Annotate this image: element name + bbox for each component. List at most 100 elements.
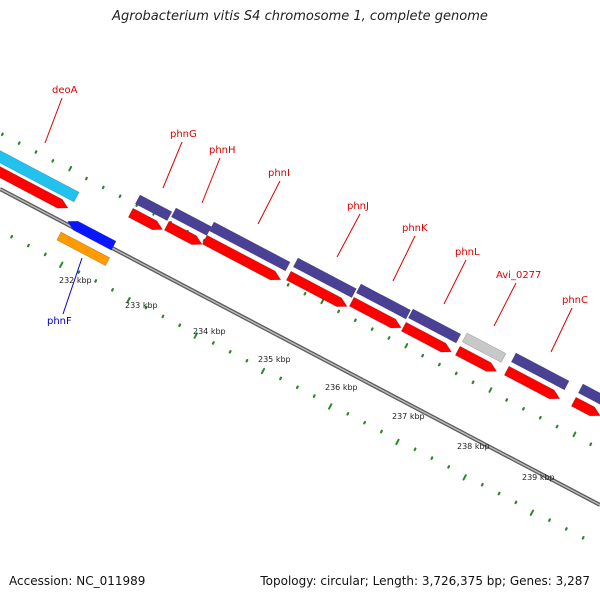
- inner-scale-tick: [295, 385, 299, 390]
- inner-scale-tick: [564, 527, 568, 531]
- tick-label: 237 kbp: [392, 412, 425, 421]
- gene-leader-phnC: [550, 307, 573, 353]
- tick-label: 232 kbp: [59, 276, 92, 285]
- gene-label-phnI: phnI: [268, 168, 290, 179]
- inner-scale-tick: [548, 518, 551, 522]
- gene-leader-phnI: [257, 180, 281, 225]
- cds-arrow-phnL: [400, 321, 452, 353]
- tick-label: 238 kbp: [457, 442, 490, 451]
- gene-bar-phnF: [56, 231, 111, 267]
- inner-scale-tick: [161, 314, 165, 319]
- inner-scale-tick: [497, 491, 501, 496]
- gene-bar-phnK: [355, 283, 411, 320]
- tick-label: 239 kbp: [522, 473, 555, 482]
- gene-label-deoA: deoA: [52, 85, 78, 96]
- gene-leader-phnK: [392, 235, 416, 282]
- inner-scale-tick: [126, 296, 131, 304]
- inner-scale-tick: [43, 252, 47, 257]
- outer-scale-tick: [17, 141, 21, 145]
- gene-leader-phnL: [443, 259, 467, 305]
- cds-arrow-phnH: [163, 220, 203, 245]
- gene-bar-phnH: [170, 207, 212, 236]
- gene-bar-phnL: [407, 308, 462, 344]
- outer-scale-tick: [555, 424, 559, 429]
- genome-summary: Topology: circular; Length: 3,726,375 bp…: [260, 574, 590, 588]
- cds-arrow-phnK: [348, 296, 402, 329]
- outer-scale-tick: [286, 283, 290, 287]
- cds-arrow-Avi_0277: [454, 345, 498, 372]
- inner-scale-tick: [260, 367, 266, 375]
- inner-scale-tick: [480, 482, 484, 487]
- gene-bar-deoA: [0, 150, 80, 203]
- inner-scale-tick: [245, 358, 249, 363]
- inner-scale-tick: [26, 243, 30, 248]
- gene-leader-Avi_0277: [493, 282, 517, 327]
- outer-scale-tick: [337, 309, 341, 314]
- inner-scale-tick: [178, 323, 182, 328]
- outer-scale-tick: [538, 415, 542, 420]
- inner-scale-tick: [529, 509, 535, 516]
- outer-scale-tick: [101, 185, 105, 190]
- gene-bar-Avi_0277: [461, 332, 507, 363]
- outer-scale-tick: [454, 371, 458, 376]
- outer-scale-tick: [118, 194, 122, 199]
- gene-label-phnK: phnK: [402, 223, 428, 234]
- inner-scale-tick: [228, 350, 232, 354]
- outer-scale-tick: [84, 176, 88, 181]
- gene-leader-phnJ: [336, 213, 361, 258]
- inner-scale-tick: [363, 420, 367, 425]
- outer-scale-tick: [488, 387, 493, 393]
- inner-scale-tick: [346, 412, 350, 416]
- gene-label-phnJ: phnJ: [347, 201, 369, 212]
- gene-bar-phnJ: [292, 257, 357, 299]
- gene-label-phnF: phnF: [47, 316, 72, 327]
- inner-scale-tick: [395, 438, 400, 446]
- outer-scale-tick: [437, 362, 441, 367]
- outer-scale-tick: [320, 298, 325, 305]
- outer-scale-tick: [471, 380, 475, 385]
- inner-scale-tick: [111, 288, 114, 292]
- outer-scale-tick: [387, 336, 391, 340]
- gene-leader-deoA: [44, 97, 63, 144]
- inner-scale-tick: [514, 500, 518, 505]
- outer-scale-tick: [0, 132, 4, 137]
- outer-scale-tick: [370, 327, 374, 331]
- tick-label: 233 kbp: [125, 301, 158, 310]
- outer-scale-tick: [51, 159, 55, 163]
- outer-scale-tick: [521, 407, 525, 411]
- outer-scale-tick: [202, 238, 206, 243]
- gene-label-phnG: phnG: [170, 129, 197, 140]
- inner-scale-tick: [94, 279, 98, 283]
- cds-arrow-deoA: [0, 166, 69, 209]
- outer-scale-tick: [34, 150, 38, 154]
- inner-scale-tick: [59, 261, 64, 268]
- gene-leader-phnH: [201, 157, 221, 204]
- gene-label-phnL: phnL: [455, 247, 480, 258]
- outer-scale-tick: [404, 343, 409, 349]
- cds-arrow-phnJ: [285, 270, 348, 307]
- inner-scale-tick: [581, 536, 585, 540]
- gene-bar-phnD: [577, 383, 600, 405]
- inner-scale-tick: [77, 270, 81, 274]
- inner-scale-tick: [379, 429, 383, 434]
- outer-scale-tick: [303, 291, 307, 296]
- cds-arrow-phnF: [67, 220, 117, 251]
- cds-arrow-phnC: [503, 365, 561, 400]
- outer-scale-tick: [353, 318, 357, 323]
- tick-label: 234 kbp: [193, 327, 226, 336]
- inner-scale-tick: [279, 376, 283, 381]
- gene-bar-phnG: [134, 194, 173, 222]
- cds-arrow-phnI: [201, 234, 282, 281]
- gene-label-Avi_0277: Avi_0277: [496, 270, 541, 281]
- outer-scale-tick: [421, 353, 425, 358]
- map-title: Agrobacterium vitis S4 chromosome 1, com…: [112, 9, 488, 24]
- gene-label-phnC: phnC: [562, 295, 588, 306]
- gene-bar-phnC: [510, 352, 570, 391]
- outer-scale-tick: [505, 398, 509, 402]
- accession-label: Accession: NC_011989: [9, 574, 146, 588]
- outer-scale-tick: [68, 165, 73, 172]
- inner-scale-tick: [144, 305, 148, 310]
- tick-label: 235 kbp: [258, 355, 291, 364]
- tick-label: 236 kbp: [325, 383, 358, 392]
